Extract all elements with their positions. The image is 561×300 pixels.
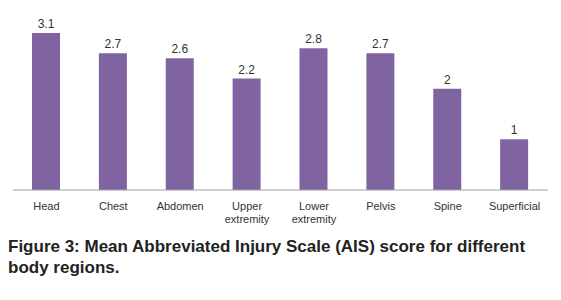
svg-text:Superficial: Superficial [489, 200, 540, 212]
svg-text:2.6: 2.6 [171, 42, 188, 56]
svg-text:Upperextremity: Upperextremity [225, 200, 270, 225]
svg-text:2: 2 [444, 73, 451, 87]
svg-text:Spine: Spine [434, 200, 462, 212]
svg-text:2.8: 2.8 [305, 32, 322, 46]
svg-text:Chest: Chest [99, 200, 128, 212]
svg-text:2.7: 2.7 [105, 37, 122, 51]
svg-text:3.1: 3.1 [38, 17, 55, 31]
svg-text:1: 1 [511, 123, 518, 137]
html-text:Figure 3: Mean Abbreviated Inj: Figure 3: Mean Abbreviated Injury Scale … [8, 237, 525, 277]
svg-text:2.2: 2.2 [238, 63, 255, 77]
svg-text:Head: Head [33, 200, 59, 212]
svg-text:Pelvis: Pelvis [366, 200, 396, 212]
svg-text:Lowerextremity: Lowerextremity [292, 200, 337, 225]
svg-text:2.7: 2.7 [372, 37, 389, 51]
svg-text:Abdomen: Abdomen [157, 200, 204, 212]
